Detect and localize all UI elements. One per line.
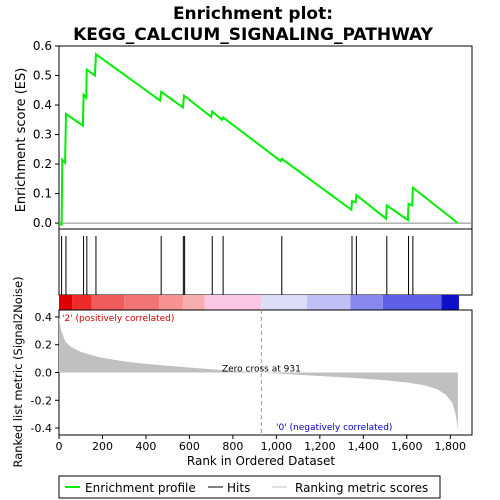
ranking-bar-segment [182,295,205,310]
es-ytick-label: 0.0 [33,216,52,230]
metric-xtick-label: 1,800 [435,440,467,453]
metric-xtick-label: 1,400 [348,440,380,453]
metric-ytick-label: 0.0 [35,367,53,380]
ranking-bar-segment [59,295,73,310]
chart-title-line2: KEGG_CALCIUM_SIGNALING_PATHWAY [73,25,434,45]
metric-ytick-label: -0.4 [31,422,52,435]
legend-label-ranking: Ranking metric scores [295,481,428,495]
ranking-bar-segment [204,295,262,310]
legend-label-hits: Hits [227,481,250,495]
ranking-bar-segment [382,295,442,310]
metric-ytick-label: 0.2 [35,339,53,352]
legend: Enrichment profile Hits Ranking metric s… [58,475,441,499]
ranking-bar-segment [350,295,383,310]
es-ylabel: Enrichment score (ES) [14,68,29,213]
es-ytick-label: 0.5 [33,69,52,83]
legend-frame [58,475,441,499]
ranking-bar-segment [124,295,159,310]
enrichment-profile-line [58,52,459,227]
metric-ylabel: Ranked list metric (Signal2Noise) [11,276,25,467]
ranking-bar-segment [261,295,307,310]
metric-xlabel: Rank in Ordered Dataset [187,454,335,468]
metric-xtick-label: 800 [222,440,243,453]
zero-cross-label: Zero cross at 931 [222,365,301,375]
metric-xtick-label: 400 [135,440,156,453]
es-ytick-label: 0.1 [33,187,52,201]
metric-ytick-label: 0.4 [35,311,53,324]
es-panel: 0.0 0.1 0.2 0.3 0.4 0.5 0.6 Enrichment score (… [14,39,473,230]
ranking-bar-segment [441,295,459,310]
ranking-metric-area [59,316,458,430]
metric-xtick-label: 1,200 [304,440,336,453]
metric-xtick-label: 200 [92,440,113,453]
ranking-bar-segment [72,295,92,310]
ranking-color-bar [59,295,459,310]
legend-label-enrichment: Enrichment profile [85,481,196,495]
es-ytick-label: 0.4 [33,98,52,112]
metric-panel: Zero cross at 931 '2' (positively correl… [11,276,473,468]
metric-ytick-label: -0.2 [31,394,52,407]
metric-yaxis: -0.4 -0.2 0.0 0.2 0.4 [31,311,59,435]
chart-title-line1: Enrichment plot: [173,4,333,24]
hits-panel [58,228,473,296]
ranking-bar-segment [158,295,183,310]
hits-panel-frame [58,228,473,296]
es-yaxis: 0.0 0.1 0.2 0.3 0.4 0.5 0.6 [33,39,59,230]
hits-lines [61,236,414,295]
ranking-bar-segment [306,295,351,310]
negative-correlation-label: '0' (negatively correlated) [276,423,392,433]
positive-correlation-label: '2' (positively correlated) [62,314,174,324]
metric-xaxis: 0 200 400 600 800 1,000 1,200 1,400 1,600 1,800 [56,435,467,453]
ranking-bar-segment [91,295,125,310]
es-ytick-label: 0.2 [33,157,52,171]
metric-xtick-label: 1,600 [391,440,423,453]
metric-xtick-label: 600 [179,440,200,453]
es-ytick-label: 0.6 [33,39,52,53]
es-ytick-label: 0.3 [33,128,52,142]
metric-xtick-label: 0 [56,440,63,453]
metric-xtick-label: 1,000 [261,440,293,453]
